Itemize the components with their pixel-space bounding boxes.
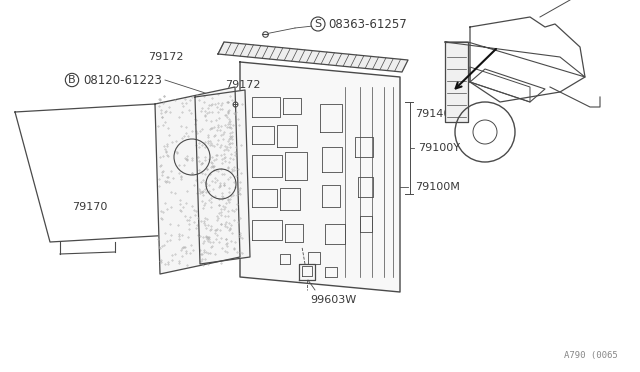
Text: S: S bbox=[314, 19, 321, 29]
Polygon shape bbox=[445, 42, 468, 122]
Polygon shape bbox=[470, 17, 585, 102]
Text: 79100M: 79100M bbox=[415, 182, 460, 192]
Text: 79100Y: 79100Y bbox=[418, 143, 460, 153]
Text: 08363-61257: 08363-61257 bbox=[328, 17, 407, 31]
Text: 79172: 79172 bbox=[148, 52, 184, 62]
Text: 99603W: 99603W bbox=[310, 295, 356, 305]
Polygon shape bbox=[240, 62, 400, 292]
Polygon shape bbox=[155, 87, 240, 274]
Text: 08120-61223: 08120-61223 bbox=[83, 74, 162, 87]
Polygon shape bbox=[15, 104, 190, 242]
Text: 79170: 79170 bbox=[72, 202, 108, 212]
Polygon shape bbox=[445, 42, 585, 77]
Polygon shape bbox=[195, 90, 250, 264]
Text: 79140Y: 79140Y bbox=[415, 109, 457, 119]
Text: B: B bbox=[68, 75, 76, 85]
Polygon shape bbox=[470, 69, 545, 102]
Text: A790 (0065: A790 (0065 bbox=[564, 351, 618, 360]
Text: 79172: 79172 bbox=[225, 80, 260, 90]
Polygon shape bbox=[218, 42, 408, 72]
